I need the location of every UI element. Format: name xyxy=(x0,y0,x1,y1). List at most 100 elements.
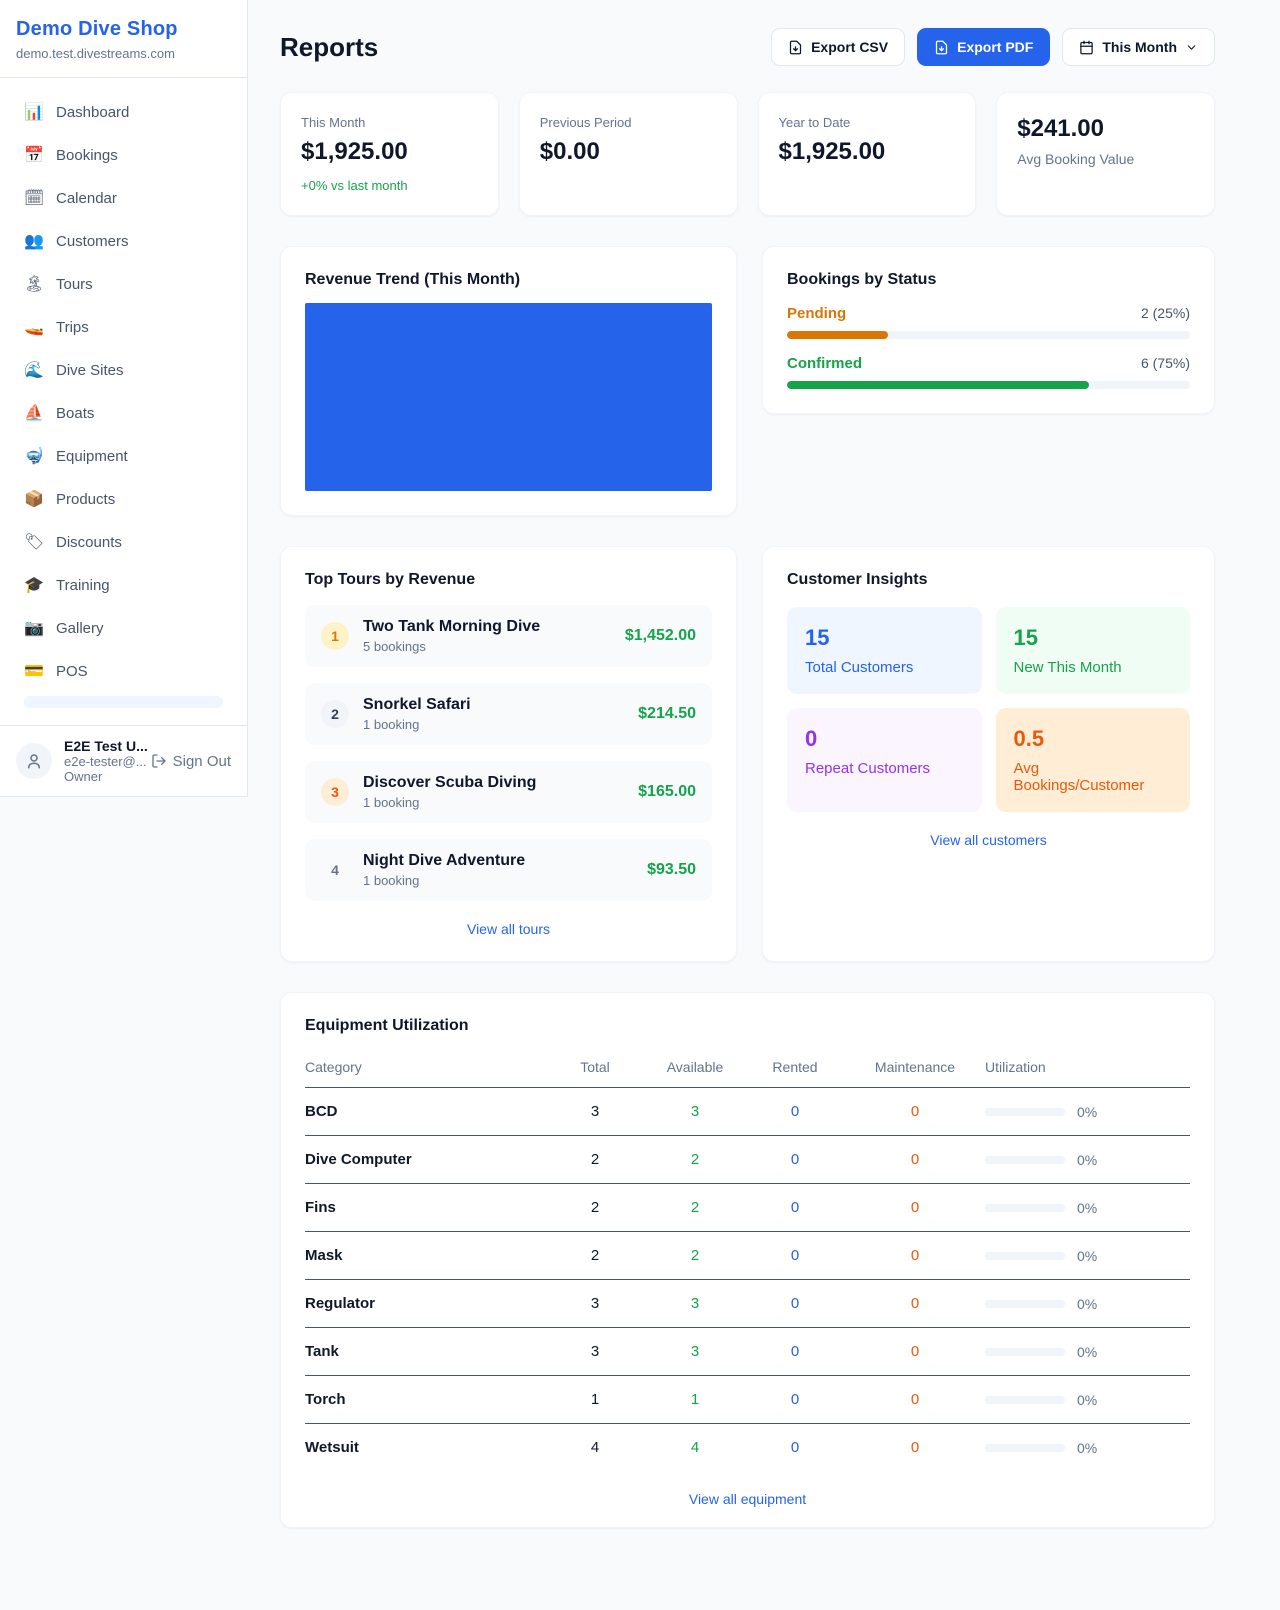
cell-total: 2 xyxy=(545,1135,645,1184)
cell-utilization: 0% xyxy=(985,1231,1190,1280)
table-row: BCD 3 3 0 0 0% xyxy=(305,1087,1190,1136)
cell-maintenance: 0 xyxy=(845,1087,985,1136)
utilization-percent: 0% xyxy=(1077,1151,1098,1168)
user-role: Owner xyxy=(64,769,103,784)
sidebar-item-label: Equipment xyxy=(56,447,128,465)
insight-value: 0.5 xyxy=(1013,726,1045,751)
table-row: Torch 1 1 0 0 0% xyxy=(305,1375,1190,1424)
column-header-available: Available xyxy=(645,1049,745,1088)
user-email: e2e-tester@... xyxy=(64,754,147,769)
stat-value: $1,925.00 xyxy=(778,138,886,165)
stat-label: Previous Period xyxy=(539,115,632,130)
table-header-row: Category Total Available Rented Maintena… xyxy=(305,1049,1190,1088)
sidebar-item-reports-active-clipped[interactable] xyxy=(24,696,223,708)
column-header-total: Total xyxy=(545,1049,645,1088)
customer-insights-title: Customer Insights xyxy=(787,571,928,588)
sidebar-item-label: Gallery xyxy=(56,619,104,637)
cell-available: 3 xyxy=(645,1087,745,1136)
tour-row: 4 Night Dive Adventure 1 booking $93.50 xyxy=(305,839,712,901)
cell-total: 2 xyxy=(545,1231,645,1280)
sidebar-item-trips[interactable]: 🚤 Trips xyxy=(12,309,235,345)
tour-bookings: 5 bookings xyxy=(363,639,426,654)
column-header-rented: Rented xyxy=(745,1049,845,1088)
stat-card-previous-period: Previous Period $0.00 xyxy=(518,92,738,216)
revenue-trend-card: Revenue Trend (This Month) xyxy=(280,246,737,516)
status-item-confirmed: Confirmed 6 (75%) xyxy=(787,355,1190,389)
cell-utilization: 0% xyxy=(985,1375,1190,1424)
cell-available: 4 xyxy=(690,1439,700,1456)
cell-rented: 0 xyxy=(745,1183,845,1232)
rank-badge: 1 xyxy=(321,622,349,650)
tour-bookings: 1 booking xyxy=(363,795,420,810)
sidebar-item-gallery[interactable]: 📷 Gallery xyxy=(12,610,235,646)
file-download-icon xyxy=(935,40,948,54)
cell-available: 2 xyxy=(645,1183,745,1232)
utilization-percent: 0% xyxy=(1077,1295,1098,1312)
sidebar-item-label: Bookings xyxy=(56,146,118,164)
sidebar-item-tours[interactable]: 🏝 Tours xyxy=(12,266,235,302)
tour-revenue: $214.50 xyxy=(638,705,696,722)
table-row: Fins 2 2 0 0 0% xyxy=(305,1183,1190,1232)
tour-name: Discover Scuba Diving xyxy=(363,774,537,791)
sidebar-nav: 📊 Dashboard 📅 Bookings 🗓 Calendar 👥 Cust… xyxy=(0,78,247,725)
sidebar-item-boats[interactable]: ⛵ Boats xyxy=(12,395,235,431)
cell-utilization: 0% xyxy=(985,1087,1190,1136)
sidebar-item-dive-sites[interactable]: 🌊 Dive Sites xyxy=(12,352,235,388)
cell-total: 3 xyxy=(545,1087,645,1136)
sidebar-item-dashboard[interactable]: 📊 Dashboard xyxy=(12,94,235,130)
table-row: Wetsuit 4 4 0 0 0% xyxy=(305,1424,1190,1472)
trips-icon: 🚤 xyxy=(24,319,44,336)
sidebar-item-label: Discounts xyxy=(56,533,122,551)
table-row: Tank 3 3 0 0 0% xyxy=(305,1327,1190,1376)
sidebar-item-discounts[interactable]: 🏷 Discounts xyxy=(12,524,235,560)
column-header-maintenance: Maintenance xyxy=(845,1049,985,1088)
stat-value: $0.00 xyxy=(539,138,600,165)
utilization-percent: 0% xyxy=(1077,1343,1098,1360)
cell-maintenance: 0 xyxy=(845,1231,985,1280)
main-content: Reports Export CSV Export PDF This Month xyxy=(248,0,1280,1568)
status-count: 6 (75%) xyxy=(1140,355,1190,371)
view-all-tours-link[interactable]: View all tours xyxy=(466,921,550,937)
sign-out-button[interactable]: Sign Out xyxy=(151,753,231,770)
insights-row: Top Tours by Revenue 1 Two Tank Morning … xyxy=(280,546,1215,962)
cell-total: 1 xyxy=(545,1375,645,1424)
export-pdf-button[interactable]: Export PDF xyxy=(917,28,1051,66)
page-title: Reports xyxy=(280,31,379,62)
file-download-icon xyxy=(789,40,802,54)
sidebar-item-training[interactable]: 🎓 Training xyxy=(12,567,235,603)
sidebar-item-pos[interactable]: 💳 POS xyxy=(12,653,235,689)
sidebar-item-products[interactable]: 📦 Products xyxy=(12,481,235,517)
cell-maintenance: 0 xyxy=(845,1327,985,1376)
person-icon xyxy=(28,754,40,769)
sidebar-item-label: Products xyxy=(56,490,116,508)
export-csv-button[interactable]: Export CSV xyxy=(771,28,906,66)
utilization-percent: 0% xyxy=(1077,1199,1098,1216)
sidebar-item-bookings[interactable]: 📅 Bookings xyxy=(12,137,235,173)
utilization-bar-track xyxy=(985,1395,1065,1404)
utilization-bar-track xyxy=(985,1155,1065,1164)
export-csv-label: Export CSV xyxy=(811,39,889,55)
view-all-customers-link[interactable]: View all customers xyxy=(930,832,1047,848)
tour-name: Two Tank Morning Dive xyxy=(363,618,541,635)
sidebar-user-footer: E2E Test U... e2e-tester@... Owner Sign … xyxy=(0,725,247,796)
cell-category: Mask xyxy=(305,1231,545,1280)
sidebar-item-label: Calendar xyxy=(56,189,117,207)
view-all-equipment-link[interactable]: View all equipment xyxy=(688,1491,807,1507)
period-dropdown[interactable]: This Month xyxy=(1062,28,1215,66)
cell-available: 2 xyxy=(645,1231,745,1280)
sidebar-item-customers[interactable]: 👥 Customers xyxy=(12,223,235,259)
stats-row: This Month $1,925.00 +0% vs last month P… xyxy=(280,92,1215,216)
stat-value: $1,925.00 xyxy=(301,138,408,165)
sidebar-item-calendar[interactable]: 🗓 Calendar xyxy=(12,180,235,216)
avatar xyxy=(16,743,52,779)
sidebar-item-label: Training xyxy=(56,576,110,594)
tour-revenue: $93.50 xyxy=(647,861,696,878)
sidebar-item-equipment[interactable]: 🤿 Equipment xyxy=(12,438,235,474)
status-bar-track xyxy=(787,381,1190,389)
column-header-utilization: Utilization xyxy=(985,1049,1190,1088)
cell-category: Tank xyxy=(305,1327,545,1376)
stat-label: Avg Booking Value xyxy=(1017,151,1135,167)
cell-category: Fins xyxy=(305,1183,545,1232)
sidebar-item-label: Tours xyxy=(56,275,93,293)
sidebar-header: Demo Dive Shop demo.test.divestreams.com xyxy=(0,0,247,78)
